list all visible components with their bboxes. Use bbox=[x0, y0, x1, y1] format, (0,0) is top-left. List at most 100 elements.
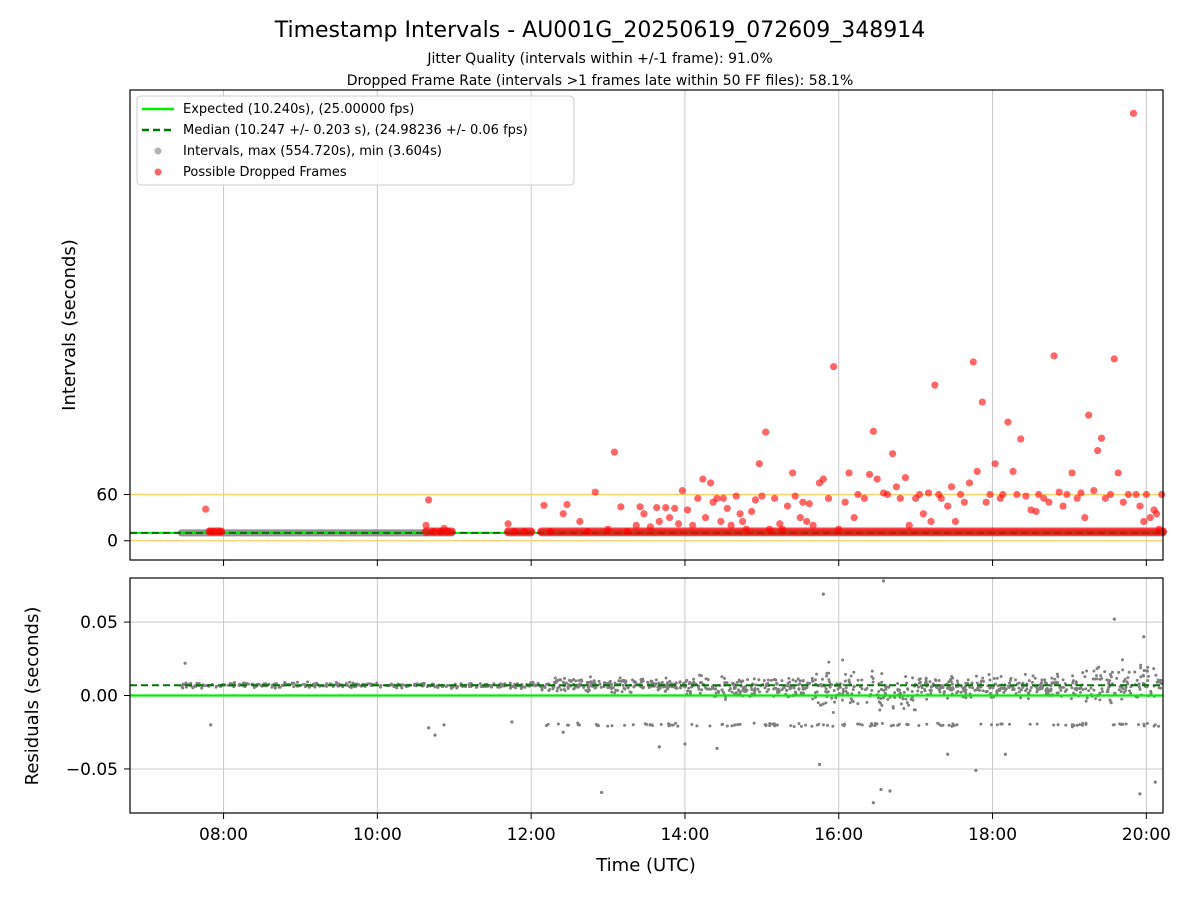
residual-point bbox=[582, 685, 586, 689]
dropped-frame-point bbox=[747, 507, 756, 516]
residual-point bbox=[730, 724, 734, 728]
residual-point bbox=[562, 688, 566, 692]
residual-point bbox=[449, 686, 453, 690]
residual-point bbox=[720, 688, 724, 692]
residual-point bbox=[1051, 681, 1055, 685]
residual-point bbox=[552, 680, 556, 684]
residual-point bbox=[949, 678, 953, 682]
residual-point bbox=[742, 689, 746, 693]
dropped-frame-point bbox=[755, 460, 763, 468]
residual-point bbox=[879, 696, 883, 700]
dropped-frame-point bbox=[771, 494, 779, 502]
dropped-frame-point bbox=[1106, 490, 1115, 499]
residual-point bbox=[844, 686, 848, 690]
residual-point bbox=[768, 722, 772, 726]
residual-point bbox=[886, 685, 890, 689]
residual-outlier-point bbox=[600, 790, 604, 795]
residual-point bbox=[889, 724, 893, 728]
dropped-frame-point bbox=[1017, 435, 1025, 443]
residual-point bbox=[917, 685, 921, 689]
residual-point bbox=[1035, 688, 1039, 692]
residual-point bbox=[664, 689, 668, 693]
residual-point bbox=[821, 702, 825, 706]
residual-point bbox=[951, 687, 955, 691]
residual-point bbox=[856, 678, 860, 682]
residual-point bbox=[559, 688, 563, 692]
residual-point bbox=[433, 685, 437, 689]
residual-point bbox=[566, 686, 570, 690]
residual-point bbox=[623, 723, 627, 727]
dropped-frame-point bbox=[1158, 490, 1166, 499]
residual-point bbox=[674, 721, 678, 725]
dropped-frame-point bbox=[444, 527, 452, 536]
residual-point bbox=[706, 677, 710, 681]
residual-point bbox=[992, 677, 996, 681]
dropped-frame-point bbox=[662, 504, 670, 512]
residual-point bbox=[1129, 691, 1133, 695]
dropped-frame-point bbox=[873, 475, 881, 483]
residual-outlier-point bbox=[433, 733, 437, 737]
residual-point bbox=[1081, 688, 1085, 692]
residual-point bbox=[1136, 723, 1140, 727]
intervals-plot-frame bbox=[129, 89, 1164, 561]
residual-point bbox=[906, 687, 910, 691]
residual-point bbox=[918, 677, 922, 681]
residual-point bbox=[831, 724, 835, 728]
residual-point bbox=[1095, 674, 1099, 678]
residual-point bbox=[824, 687, 828, 691]
residual-point bbox=[937, 678, 941, 682]
residual-point bbox=[999, 674, 1003, 678]
chart-title: Timestamp Intervals - AU001G_20250619_07… bbox=[274, 18, 926, 43]
residual-point bbox=[572, 677, 576, 681]
residual-point bbox=[1064, 723, 1068, 727]
intervals-y-axis-label: Intervals (seconds) bbox=[59, 239, 80, 411]
residual-point bbox=[1046, 690, 1050, 694]
dropped-frame-point bbox=[924, 489, 933, 497]
residual-point bbox=[633, 684, 637, 688]
residual-point bbox=[1157, 724, 1161, 728]
residual-point bbox=[1137, 682, 1141, 686]
residual-point bbox=[696, 685, 700, 689]
residual-point bbox=[1159, 686, 1163, 690]
residual-point bbox=[1056, 723, 1060, 727]
dropped-frame-point bbox=[632, 521, 640, 529]
residual-point bbox=[402, 683, 406, 687]
residual-point bbox=[938, 690, 942, 694]
residual-point bbox=[964, 696, 968, 700]
residual-point bbox=[1000, 686, 1004, 690]
residual-point bbox=[905, 701, 909, 705]
dropped-frame-point bbox=[1085, 411, 1093, 419]
dropped-frame-point bbox=[653, 504, 661, 512]
residual-outlier-point bbox=[946, 752, 950, 756]
residual-point bbox=[805, 685, 809, 689]
residual-point bbox=[679, 685, 683, 689]
residual-point bbox=[1108, 698, 1112, 702]
residual-point bbox=[880, 672, 884, 676]
residual-point bbox=[1100, 689, 1104, 693]
residual-point bbox=[707, 687, 711, 691]
dropped-frame-point bbox=[869, 427, 877, 435]
residual-point bbox=[599, 685, 603, 689]
residual-point bbox=[1138, 687, 1142, 691]
residual-point bbox=[973, 688, 977, 692]
residual-outlier-point bbox=[427, 726, 431, 730]
residual-point bbox=[1038, 687, 1042, 691]
residual-point bbox=[511, 685, 515, 689]
dropped-frame-point bbox=[736, 510, 744, 518]
residual-point bbox=[586, 690, 590, 694]
dropped-frame-point bbox=[1077, 489, 1085, 497]
residual-point bbox=[775, 723, 779, 727]
residual-point bbox=[697, 673, 701, 677]
residual-point bbox=[925, 697, 929, 701]
dropped-frame-point bbox=[559, 510, 567, 518]
dropped-frame-point bbox=[425, 496, 433, 504]
residual-point bbox=[1142, 669, 1146, 673]
residual-point bbox=[1139, 675, 1143, 679]
residual-point bbox=[804, 723, 808, 727]
residual-point bbox=[728, 686, 732, 690]
residual-point bbox=[1120, 686, 1124, 690]
residual-point bbox=[1052, 723, 1056, 727]
residual-point bbox=[955, 723, 959, 727]
residual-point bbox=[1017, 690, 1021, 694]
dropped-frame-point bbox=[1063, 490, 1071, 499]
